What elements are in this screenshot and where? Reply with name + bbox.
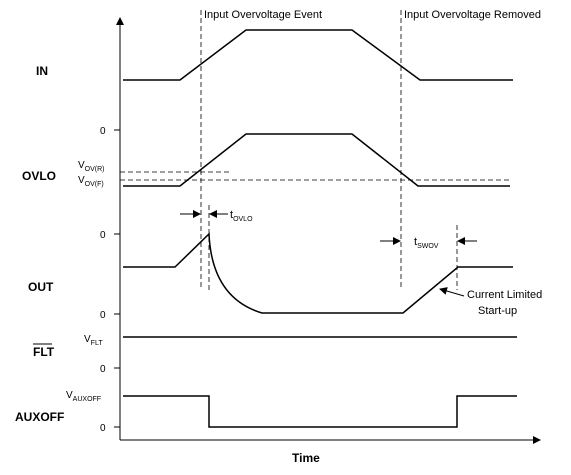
in-waveform (123, 29, 513, 81)
current-limited-arrow (439, 287, 465, 297)
auxoff-waveform (123, 395, 517, 428)
out-zero-label: 0 (100, 310, 106, 321)
tswov-label: tSWOV (414, 236, 439, 250)
out-waveform (123, 232, 513, 314)
startup-label: Start-up (478, 305, 517, 317)
tovlo-label: tOVLO (230, 209, 253, 223)
current-limited-label: Current Limited (467, 289, 542, 301)
vovf-label: VOV(F) (78, 175, 104, 188)
out-zero-label-top: 0 (100, 230, 106, 241)
signal-label-out: OUT (28, 280, 54, 294)
overvoltage-removed-label: Input Overvoltage Removed (404, 9, 541, 21)
signal-label-ovlo: OVLO (22, 169, 56, 183)
flt-zero-label: 0 (100, 364, 106, 375)
ovlo-zero-label: 0 (100, 126, 106, 137)
signal-label-flt: FLT (33, 345, 55, 359)
time-axis-label: Time (292, 451, 320, 465)
vflt-label: VFLT (84, 334, 103, 347)
vovr-label: VOV(R) (78, 160, 105, 173)
ovlo-waveform (123, 133, 510, 187)
auxoff-zero-label: 0 (100, 423, 106, 434)
signal-label-in: IN (36, 64, 48, 78)
vauxoff-label: VAUXOFF (66, 390, 101, 403)
signal-label-auxoff: AUXOFF (15, 410, 64, 424)
overvoltage-event-label: Input Overvoltage Event (204, 9, 322, 21)
